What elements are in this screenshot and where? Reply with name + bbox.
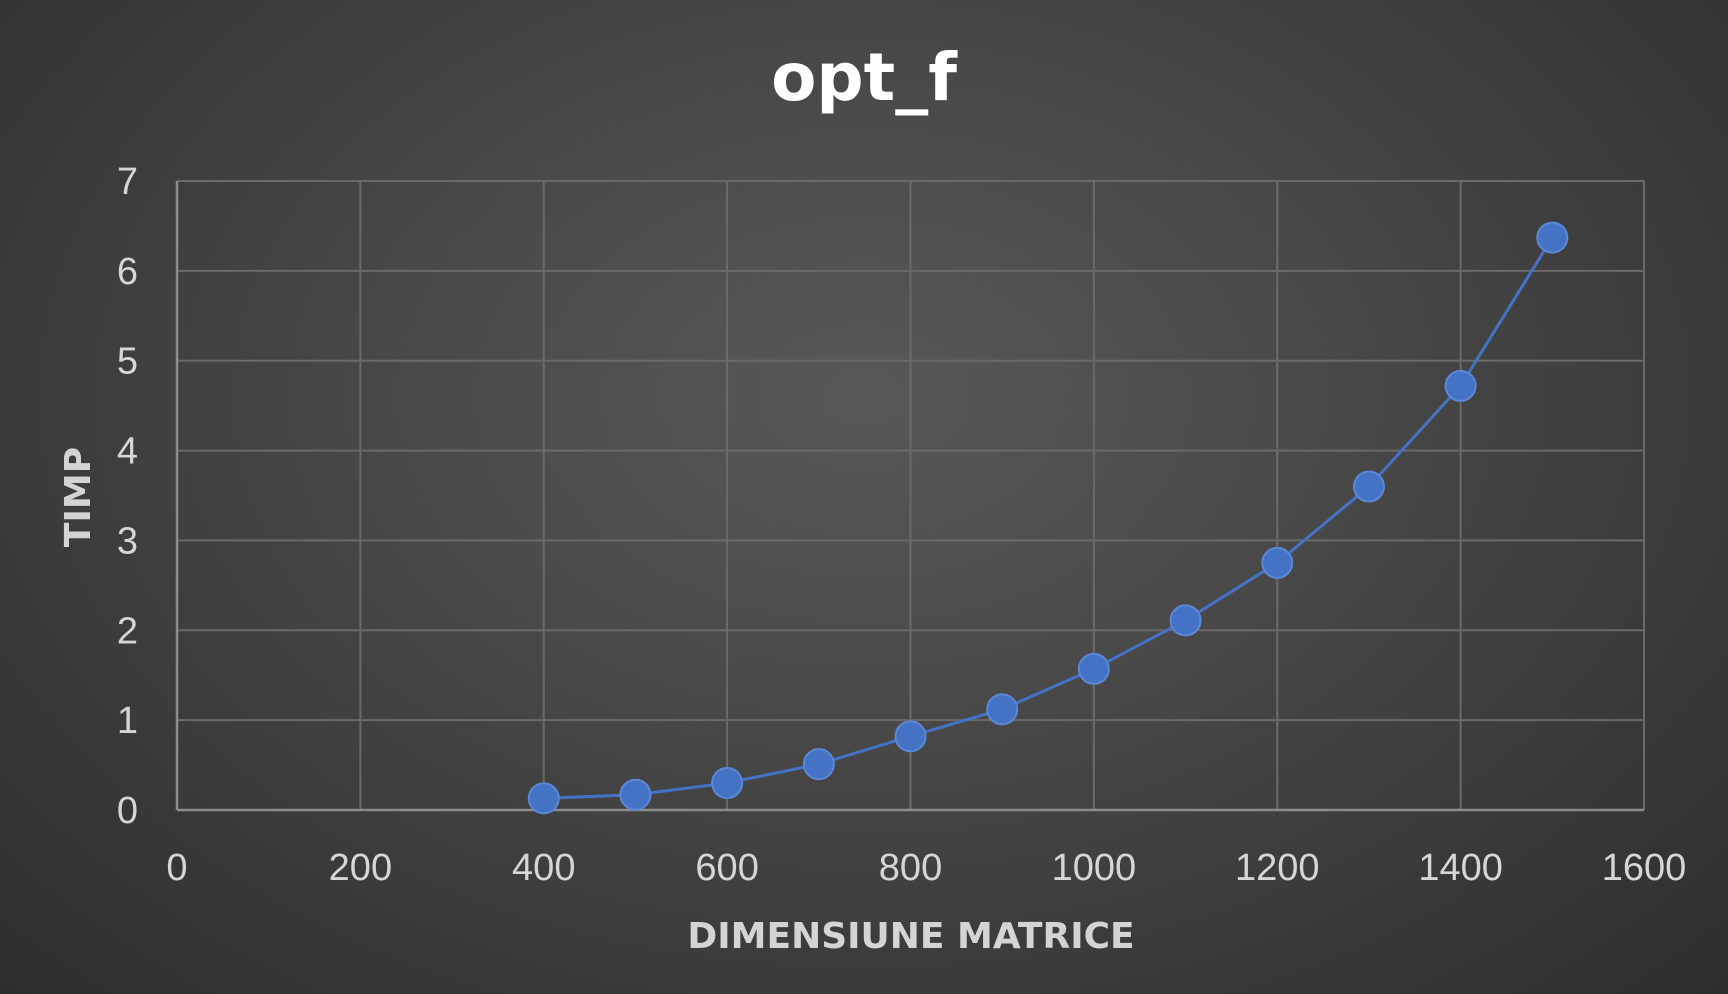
- x-tick-label: 1200: [1235, 847, 1320, 889]
- y-tick-label: 3: [117, 520, 138, 562]
- series-line: [543, 236, 1554, 800]
- data-point: [711, 767, 744, 800]
- gridlines: [177, 180, 1645, 810]
- y-tick-label: 6: [117, 251, 138, 293]
- data-point: [1077, 652, 1110, 685]
- data-point: [894, 720, 927, 753]
- data-point: [1352, 470, 1385, 503]
- x-tick-label: 800: [879, 847, 942, 889]
- x-axis-title: DIMENSIUNE MATRICE: [687, 916, 1134, 957]
- y-tick-label: 0: [117, 790, 138, 832]
- y-tick-label: 4: [117, 431, 138, 473]
- y-tick-labels: 0 1 2 3 4 5 6 7: [117, 161, 138, 832]
- data-series: [527, 221, 1569, 815]
- y-tick-label: 1: [117, 700, 138, 742]
- data-point: [527, 782, 560, 815]
- y-tick-label: 2: [117, 610, 138, 652]
- x-tick-label: 1600: [1602, 847, 1687, 889]
- data-point: [986, 693, 1019, 726]
- data-point: [1444, 369, 1477, 402]
- y-axis-title: TIMP: [58, 447, 99, 547]
- x-tick-labels: 0 200 400 600 800 1000 1200 1400 1600: [166, 847, 1686, 889]
- data-point: [802, 748, 835, 781]
- x-tick-label: 200: [329, 847, 392, 889]
- data-point: [619, 778, 652, 811]
- y-tick-label: 5: [117, 341, 138, 383]
- data-point: [1169, 604, 1202, 637]
- axes: [175, 181, 1644, 812]
- data-point: [1536, 221, 1569, 254]
- data-point: [1261, 546, 1294, 579]
- x-tick-label: 1000: [1052, 847, 1137, 889]
- x-tick-label: 400: [512, 847, 575, 889]
- y-tick-label: 7: [117, 161, 138, 203]
- x-tick-label: 600: [695, 847, 758, 889]
- x-tick-label: 0: [166, 847, 187, 889]
- x-tick-label: 1400: [1418, 847, 1503, 889]
- chart-title: opt_f: [771, 39, 958, 116]
